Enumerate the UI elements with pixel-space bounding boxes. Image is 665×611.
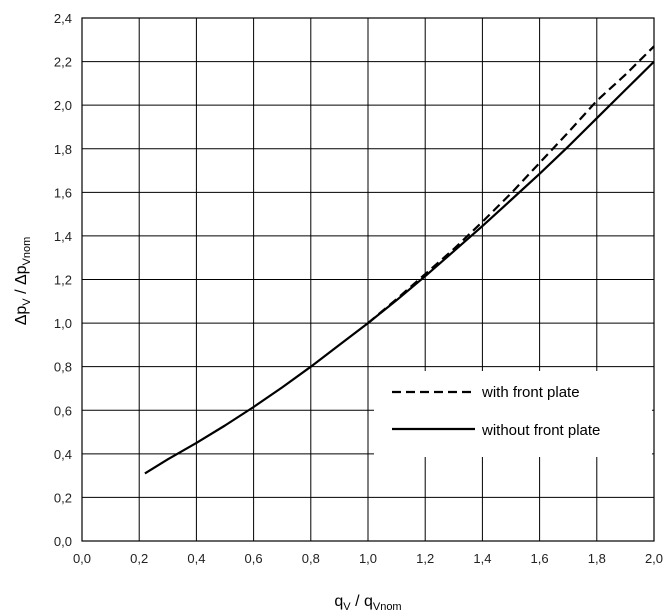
y-tick-labels: 0,0 0,2 0,4 0,6 0,8 1,0 1,2 1,4 1,6 1,8 2,0 2,2 2,4 (54, 11, 72, 549)
legend-label-with-front-plate: with front plate (481, 384, 580, 401)
y-tick-label: 1,4 (54, 229, 72, 244)
plot-area-border (81, 17, 655, 542)
y-axis-title: ΔpV / ΔpVnom (13, 237, 33, 326)
y-tick-label: 1,0 (54, 316, 72, 331)
x-tick-label: 0,6 (245, 551, 263, 566)
legend: with front plate without front plate (374, 371, 652, 457)
x-tick-label: 1,4 (473, 551, 491, 566)
x-tick-label: 1,6 (531, 551, 549, 566)
y-tick-label: 1,8 (54, 142, 72, 157)
x-axis-title: qV / qVnom (334, 593, 401, 611)
y-tick-label: 2,2 (54, 55, 72, 70)
x-tick-labels: 0,0 0,2 0,4 0,6 0,8 1,0 1,2 1,4 1,6 1,8 2,0 (73, 551, 663, 566)
x-tick-label: 0,8 (302, 551, 320, 566)
series-layer (144, 45, 655, 475)
y-tick-label: 2,4 (54, 11, 72, 26)
series-line-with-front-plate (367, 45, 655, 324)
x-tick-label: 0,2 (130, 551, 148, 566)
x-tick-label: 1,0 (359, 551, 377, 566)
x-tick-label: 2,0 (645, 551, 663, 566)
x-tick-label: 0,0 (73, 551, 91, 566)
y-tick-label: 2,0 (54, 98, 72, 113)
x-tick-label: 0,4 (187, 551, 205, 566)
y-tick-label: 0,4 (54, 447, 72, 462)
y-tick-label: 0,6 (54, 403, 72, 418)
legend-label-without-front-plate: without front plate (481, 422, 600, 439)
grid (81, 17, 655, 542)
y-tick-label: 1,6 (54, 185, 72, 200)
x-tick-label: 1,2 (416, 551, 434, 566)
y-tick-label: 0,2 (54, 490, 72, 505)
y-tick-label: 0,0 (54, 534, 72, 549)
x-tick-label: 1,8 (588, 551, 606, 566)
legend-box (374, 371, 652, 457)
y-tick-label: 0,8 (54, 360, 72, 375)
y-tick-label: 1,2 (54, 273, 72, 288)
